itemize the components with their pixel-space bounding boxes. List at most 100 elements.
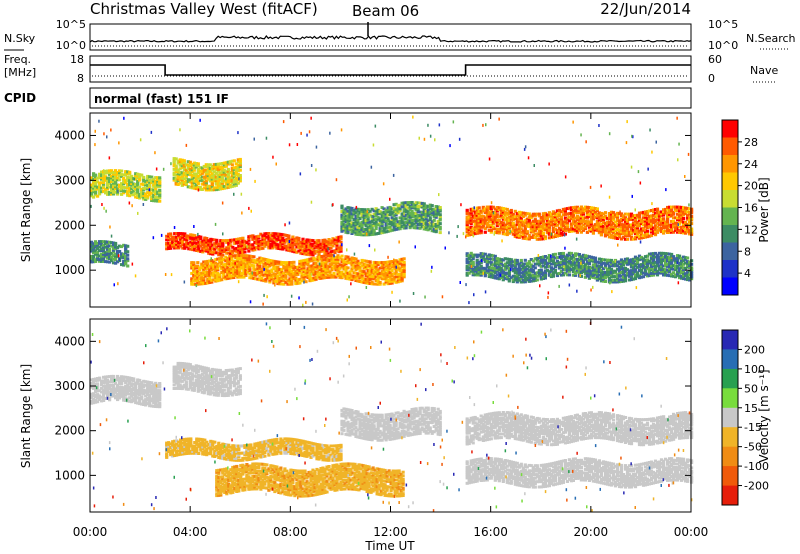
data-cell xyxy=(240,273,244,277)
data-cell xyxy=(179,237,183,241)
data-cell xyxy=(247,244,251,248)
data-cell xyxy=(275,243,279,247)
data-cell xyxy=(356,263,360,267)
data-cell xyxy=(333,242,337,246)
data-cell xyxy=(128,190,132,194)
data-cell xyxy=(134,184,138,188)
data-cell xyxy=(664,209,668,213)
data-cell xyxy=(238,254,242,257)
data-cell xyxy=(378,224,382,228)
data-cell xyxy=(96,245,100,249)
data-cell xyxy=(678,216,682,220)
data-cell xyxy=(263,235,267,239)
data-cell xyxy=(180,162,184,166)
data-cell xyxy=(489,257,493,261)
data-cell xyxy=(328,254,332,258)
data-cell xyxy=(128,172,132,176)
data-cell xyxy=(670,228,674,232)
data-cell xyxy=(310,269,314,273)
data-cell xyxy=(467,271,471,275)
data-cell xyxy=(323,247,327,251)
data-cell xyxy=(232,270,236,274)
data-cell xyxy=(304,271,308,275)
data-cell xyxy=(655,213,660,216)
data-cell xyxy=(368,276,372,280)
data-cell xyxy=(416,214,420,217)
data-cell xyxy=(300,259,304,263)
data-cell xyxy=(344,271,348,275)
data-cell xyxy=(96,176,100,180)
data-cell xyxy=(412,202,416,206)
data-cell xyxy=(270,277,274,281)
data-cell xyxy=(210,262,214,266)
data-cell xyxy=(330,255,334,259)
data-cell xyxy=(666,218,670,222)
data-cell xyxy=(177,242,181,246)
data-cell xyxy=(212,188,216,192)
data-cell xyxy=(547,229,551,233)
data-cell xyxy=(370,266,374,270)
data-cell xyxy=(651,208,656,212)
data-cell xyxy=(212,179,216,183)
data-cell xyxy=(230,270,234,274)
data-cell xyxy=(344,227,348,231)
data-cell xyxy=(319,249,323,253)
data-cell xyxy=(194,187,198,191)
data-cell xyxy=(235,239,239,243)
data-cell xyxy=(228,267,232,271)
data-cell xyxy=(98,241,102,245)
data-cell xyxy=(276,269,280,273)
data-cell xyxy=(499,272,503,276)
data-cell xyxy=(299,246,303,250)
data-cell xyxy=(483,270,487,274)
data-cell xyxy=(285,239,289,243)
data-cell xyxy=(581,227,585,231)
data-cell xyxy=(354,229,358,233)
data-cell xyxy=(507,219,511,223)
data-cell xyxy=(237,251,241,255)
data-cell xyxy=(212,274,216,278)
data-cell xyxy=(216,272,220,275)
data-cell xyxy=(585,214,589,218)
data-cell xyxy=(607,213,612,217)
data-cell xyxy=(238,264,242,268)
data-cell xyxy=(569,222,573,226)
data-cell xyxy=(398,227,402,231)
data-cell xyxy=(394,271,398,275)
data-cell xyxy=(317,248,321,252)
data-cell xyxy=(204,262,208,265)
data-cell xyxy=(283,239,287,242)
data-cell xyxy=(438,216,442,220)
data-cell xyxy=(326,266,330,270)
data-cell xyxy=(102,256,106,260)
data-cell xyxy=(286,282,290,286)
data-cell xyxy=(485,265,489,269)
data-cell xyxy=(615,217,620,221)
data-cell xyxy=(218,182,222,186)
data-cell xyxy=(106,185,110,189)
data-cell xyxy=(627,230,632,234)
data-cell xyxy=(384,215,388,219)
data-cell xyxy=(360,224,364,228)
data-cell xyxy=(495,269,499,273)
data-cell xyxy=(567,219,571,223)
data-cell xyxy=(214,265,218,269)
data-cell xyxy=(140,189,144,193)
data-cell xyxy=(234,259,238,263)
data-cell xyxy=(191,242,195,246)
data-cell xyxy=(181,243,185,246)
data-cell xyxy=(184,163,188,167)
data-cell xyxy=(597,227,601,231)
data-cell xyxy=(308,277,312,281)
data-cell xyxy=(325,243,329,247)
data-cell xyxy=(609,225,614,228)
data-cell xyxy=(134,174,138,177)
data-cell xyxy=(188,167,192,171)
data-cell xyxy=(418,223,422,227)
data-cell xyxy=(180,178,184,182)
data-cell xyxy=(196,164,200,168)
data-cell xyxy=(555,214,559,218)
data-cell xyxy=(410,204,414,208)
data-cell xyxy=(194,172,198,176)
data-cell xyxy=(364,224,368,228)
